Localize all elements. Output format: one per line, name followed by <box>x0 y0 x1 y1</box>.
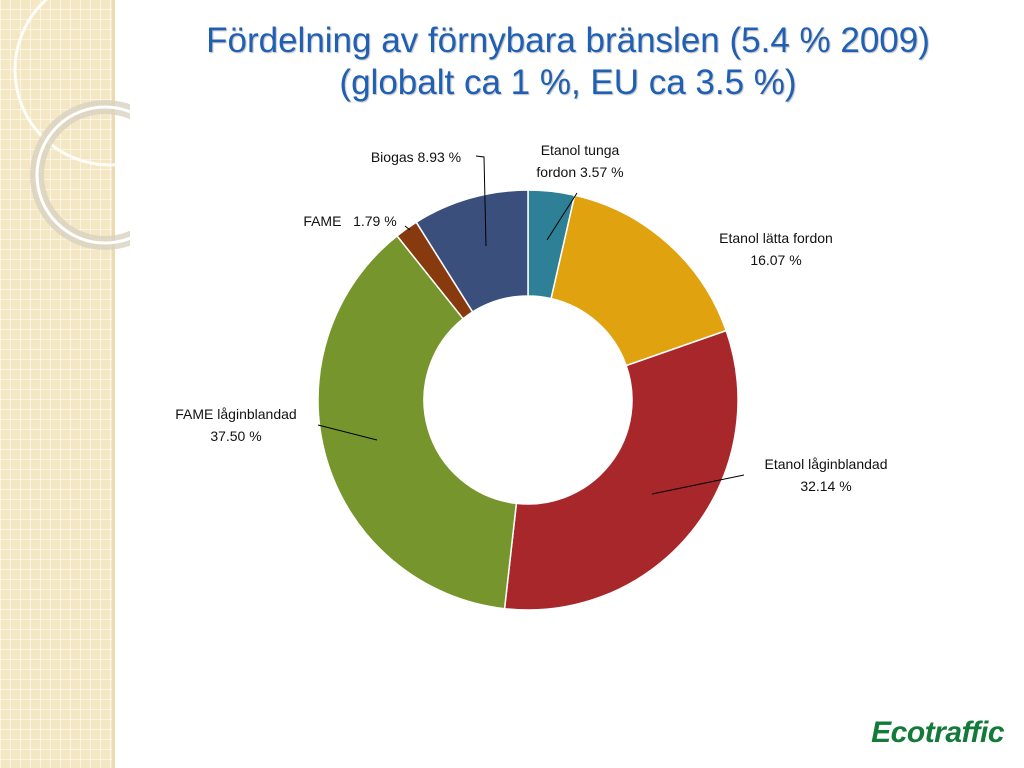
slice-label-line: 16.07 % <box>750 252 801 268</box>
slice-biogas <box>415 189 529 313</box>
slice-etanol-låginblandad <box>503 329 739 611</box>
slice-label: Etanol tunga fordon 3.57 % <box>536 142 623 180</box>
ecotraffic-logo: Ecotraffic <box>871 716 1004 749</box>
slice-label: FAME låginblandad 37.50 % <box>175 406 296 444</box>
slice-label: Etanol lätta fordon 16.07 % <box>719 230 833 268</box>
slice-label-line: FAME 1.79 % <box>303 213 396 229</box>
slice-label: Etanol låginblandad 32.14 % <box>765 456 888 494</box>
slice-label-line: fordon 3.57 % <box>536 164 623 180</box>
slice-etanol-lätta-fordon <box>550 194 728 367</box>
slide-title: Fördelning av förnybara bränslen (5.4 % … <box>112 20 1024 104</box>
slice-label-line: Etanol låginblandad <box>765 456 888 472</box>
leader-line <box>317 424 378 441</box>
title-line-1: Fördelning av förnybara bränslen (5.4 % … <box>206 21 930 60</box>
slice-fame-låginblandad <box>317 234 518 610</box>
leader-line <box>546 192 578 241</box>
slice-label-line: FAME låginblandad <box>175 406 296 422</box>
leader-line <box>651 474 745 495</box>
slice-label-line: 32.14 % <box>800 478 851 494</box>
slice-label-line: Etanol lätta fordon <box>719 230 833 246</box>
leader-line <box>404 225 411 231</box>
slice-label: Biogas 8.93 % <box>371 149 461 165</box>
slice-label-line: Biogas 8.93 % <box>371 149 461 165</box>
leader-line <box>475 155 487 247</box>
decorative-circles <box>13 0 130 250</box>
slice-label-line: 37.50 % <box>210 428 261 444</box>
slice-label-line: Etanol tunga <box>541 142 620 158</box>
slice-label: FAME 1.79 % <box>303 213 396 229</box>
title-line-2: (globalt ca 1 %, EU ca 3.5 %) <box>339 63 797 102</box>
